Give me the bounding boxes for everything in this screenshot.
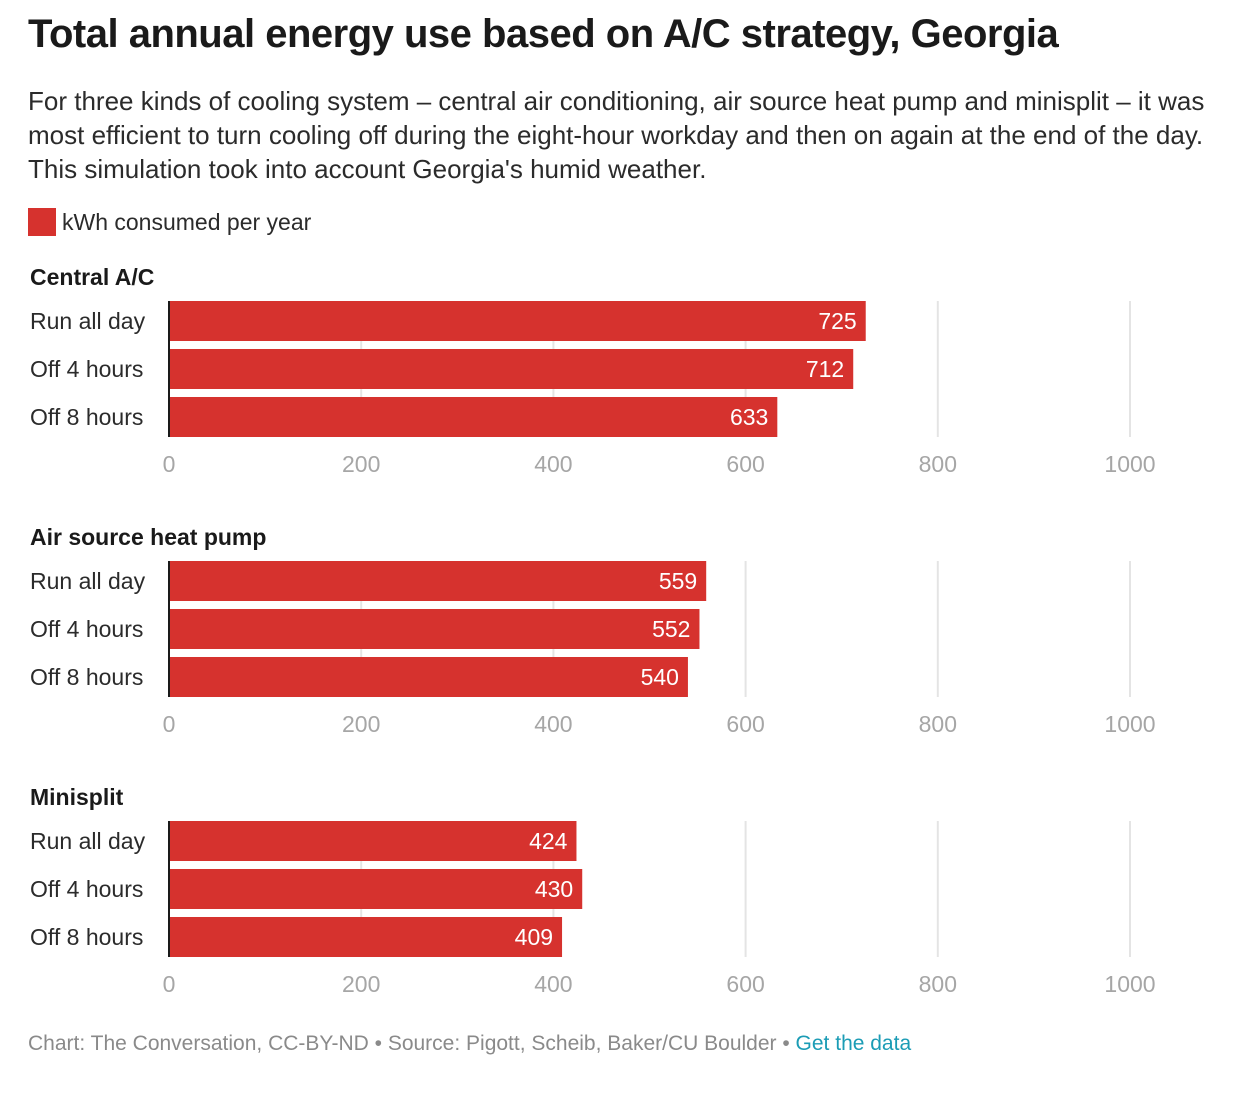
bar bbox=[169, 609, 700, 649]
tick-label: 0 bbox=[163, 711, 176, 737]
category-label: Off 4 hours bbox=[30, 876, 143, 902]
tick-label: 1000 bbox=[1104, 451, 1155, 477]
legend-label: kWh consumed per year bbox=[62, 208, 312, 235]
value-label: 559 bbox=[659, 568, 697, 594]
value-label: 725 bbox=[818, 308, 856, 334]
legend: kWh consumed per year bbox=[28, 207, 311, 237]
tick-label: 200 bbox=[342, 971, 380, 997]
source-credit: Chart: The Conversation, CC-BY-ND • Sour… bbox=[28, 1032, 796, 1055]
bar bbox=[169, 397, 778, 437]
tick-label: 1000 bbox=[1104, 711, 1155, 737]
tick-label: 600 bbox=[726, 971, 764, 997]
value-label: 409 bbox=[515, 924, 553, 950]
panel-title: Minisplit bbox=[30, 784, 124, 810]
category-label: Off 8 hours bbox=[30, 924, 143, 950]
category-label: Run all day bbox=[30, 568, 146, 594]
value-label: 430 bbox=[535, 876, 573, 902]
tick-label: 1000 bbox=[1104, 971, 1155, 997]
value-label: 712 bbox=[806, 356, 844, 382]
tick-label: 800 bbox=[919, 711, 957, 737]
tick-label: 0 bbox=[163, 451, 176, 477]
panel-title: Central A/C bbox=[30, 264, 154, 290]
tick-label: 200 bbox=[342, 711, 380, 737]
panel-title: Air source heat pump bbox=[30, 524, 266, 550]
bar bbox=[169, 821, 577, 861]
legend-swatch bbox=[28, 208, 56, 236]
bar bbox=[169, 917, 563, 957]
tick-label: 600 bbox=[726, 711, 764, 737]
category-label: Off 8 hours bbox=[30, 404, 143, 430]
get-the-data-link[interactable]: Get the data bbox=[795, 1032, 912, 1055]
chart-footer: Chart: The Conversation, CC-BY-ND • Sour… bbox=[28, 1032, 911, 1056]
category-label: Run all day bbox=[30, 828, 146, 854]
category-label: Off 4 hours bbox=[30, 356, 143, 382]
tick-label: 800 bbox=[919, 451, 957, 477]
bar bbox=[169, 561, 707, 601]
tick-label: 600 bbox=[726, 451, 764, 477]
tick-label: 400 bbox=[534, 971, 572, 997]
category-label: Run all day bbox=[30, 308, 146, 334]
chart-title: Total annual energy use based on A/C str… bbox=[28, 12, 1059, 56]
tick-label: 400 bbox=[534, 451, 572, 477]
value-label: 424 bbox=[529, 828, 568, 854]
value-label: 540 bbox=[641, 664, 679, 690]
tick-label: 200 bbox=[342, 451, 380, 477]
category-label: Off 4 hours bbox=[30, 616, 143, 642]
bar bbox=[169, 869, 583, 909]
tick-label: 0 bbox=[163, 971, 176, 997]
category-label: Off 8 hours bbox=[30, 664, 143, 690]
bar bbox=[169, 301, 866, 341]
bar bbox=[169, 657, 688, 697]
chart-subtitle: For three kinds of cooling system – cent… bbox=[28, 86, 1205, 184]
value-label: 633 bbox=[730, 404, 768, 430]
bar bbox=[169, 349, 854, 389]
tick-label: 800 bbox=[919, 971, 957, 997]
tick-label: 400 bbox=[534, 711, 572, 737]
value-label: 552 bbox=[652, 616, 690, 642]
